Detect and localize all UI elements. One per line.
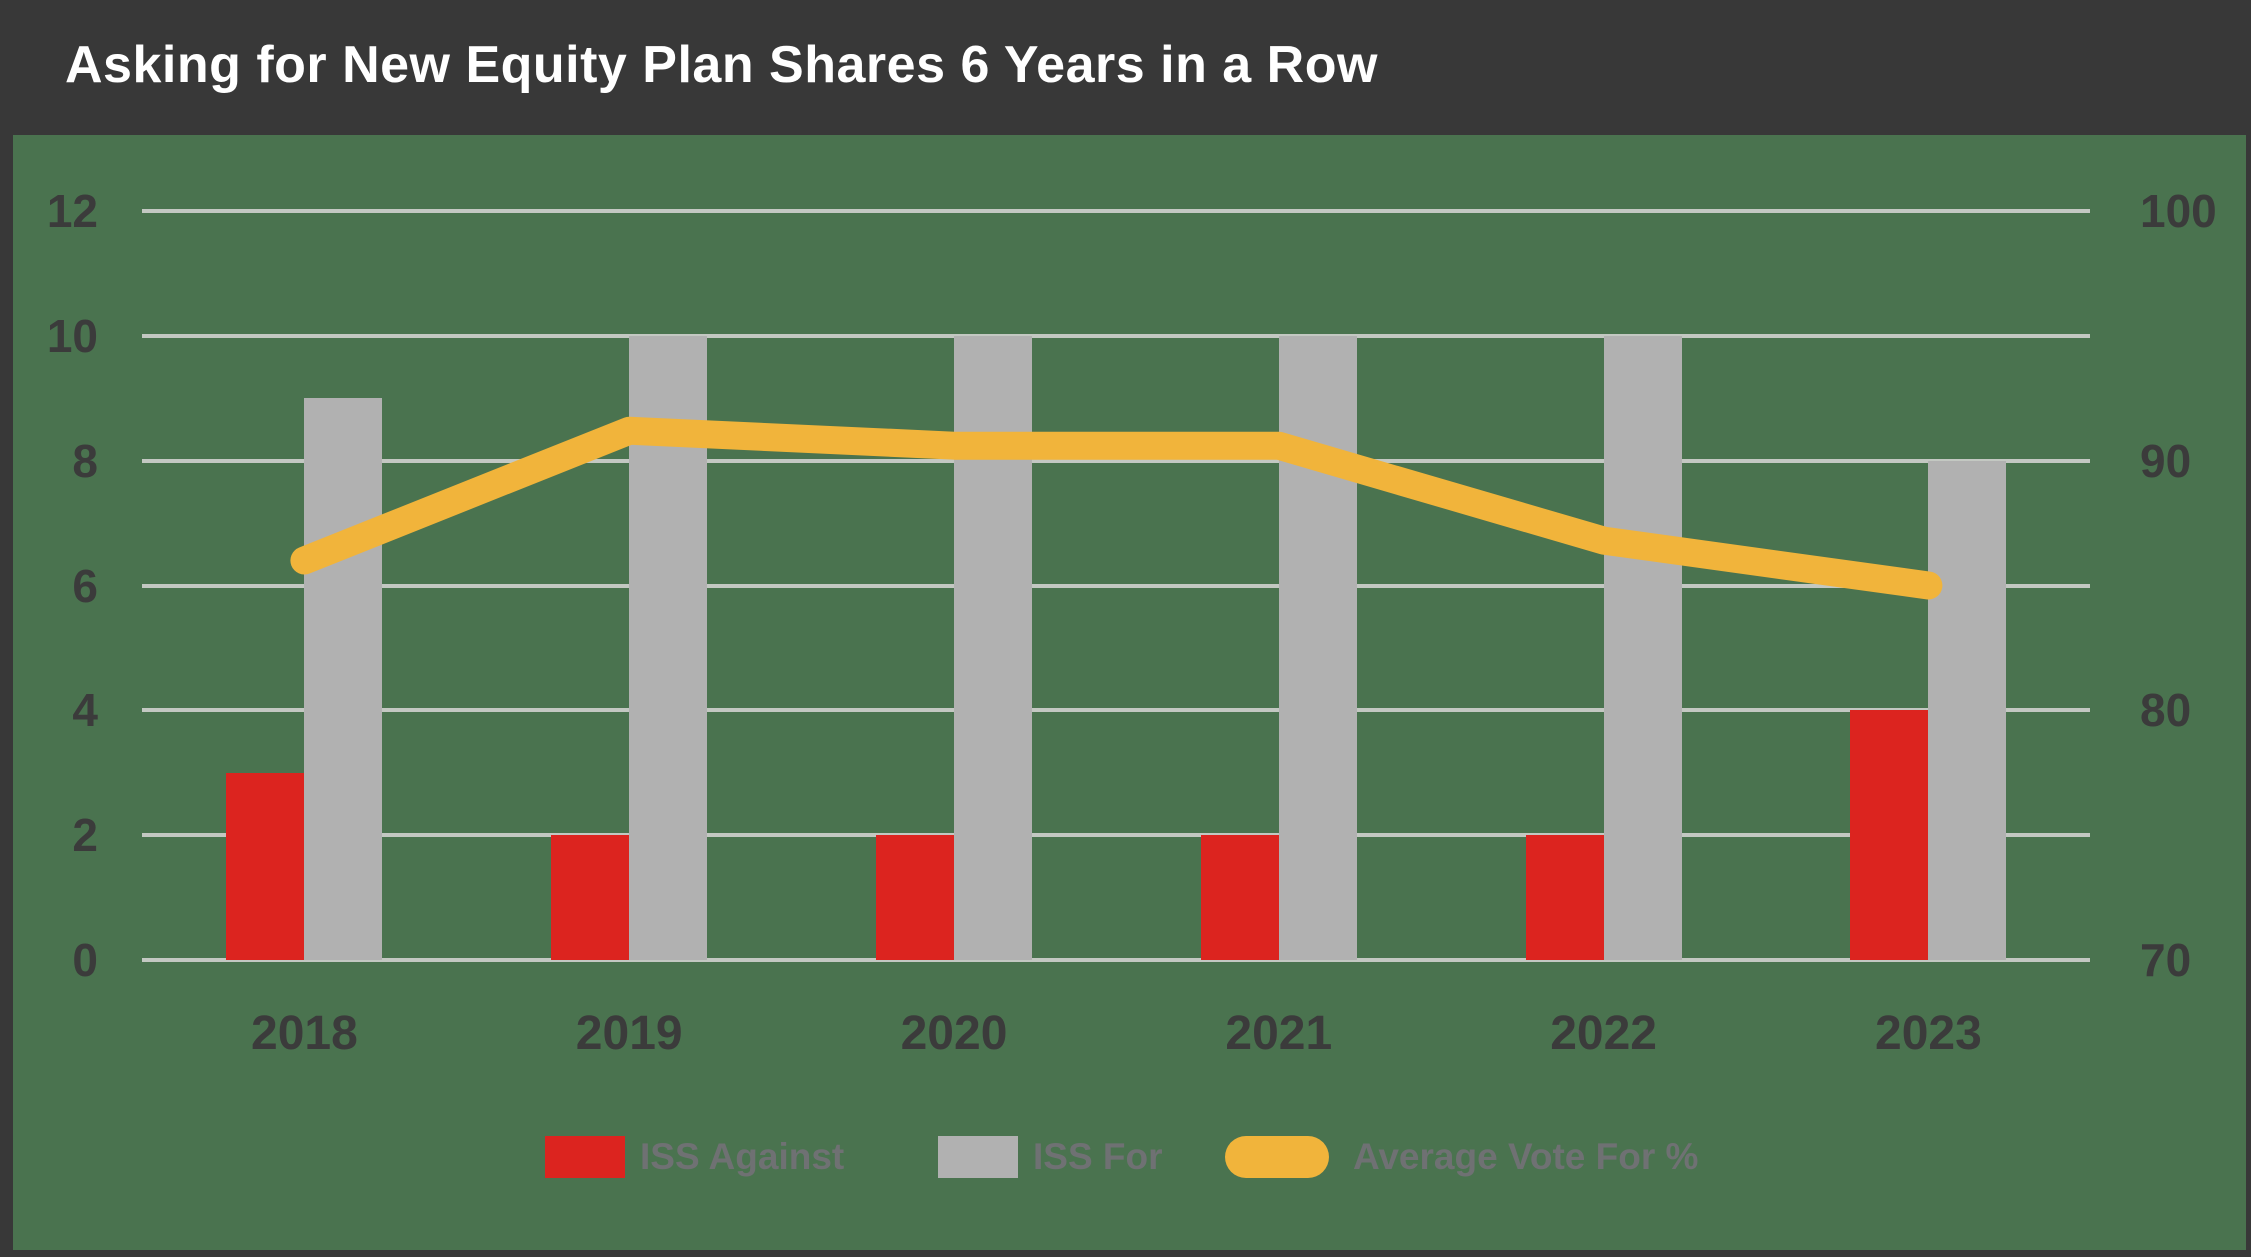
chart-area xyxy=(13,135,2246,1250)
legend-swatch-average-vote xyxy=(1225,1136,1329,1178)
legend-label-average-vote: Average Vote For % xyxy=(1353,1136,1699,1177)
legend-swatch-iss-for xyxy=(938,1136,1018,1178)
legend-swatch-iss-against xyxy=(545,1136,625,1178)
legend-item-average-vote: Average Vote For % xyxy=(1225,1136,1698,1178)
legend-item-iss-against: ISS Against xyxy=(545,1136,844,1178)
legend-item-iss-for: ISS For xyxy=(938,1136,1163,1178)
chart-title: Asking for New Equity Plan Shares 6 Year… xyxy=(65,35,1378,94)
legend-label-iss-for: ISS For xyxy=(1033,1136,1163,1177)
legend-label-iss-against: ISS Against xyxy=(640,1136,845,1177)
title-bar: Asking for New Equity Plan Shares 6 Year… xyxy=(0,0,2251,135)
